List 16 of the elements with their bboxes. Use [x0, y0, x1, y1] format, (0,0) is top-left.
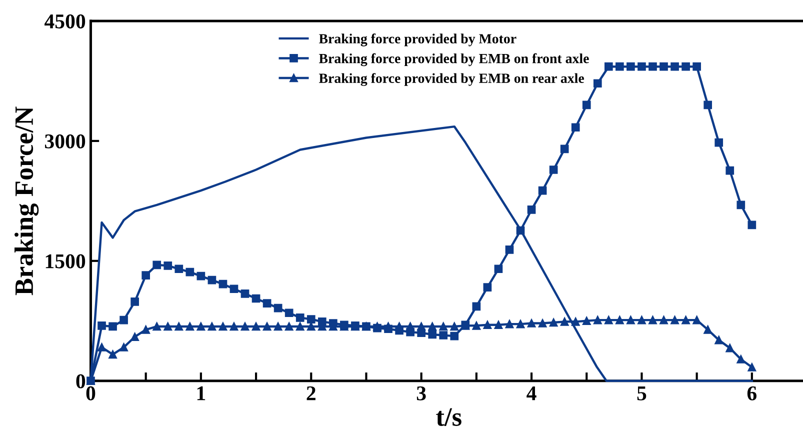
- legend-label: Braking force provided by Motor: [318, 34, 516, 46]
- x-tick-label: 0: [86, 386, 96, 400]
- x-tick-label: 1: [197, 386, 206, 400]
- y-tick-label: 3000: [44, 134, 86, 148]
- x-tick-label: 6: [747, 386, 757, 400]
- y-tick-label: 4500: [44, 14, 86, 28]
- x-tick-label: 4: [526, 386, 536, 400]
- y-tick-label: 1500: [46, 254, 86, 268]
- legend-label: Braking force provided by EMB on front axle: [318, 53, 589, 66]
- legend-label: Braking force provided by EMB on rear axle: [318, 73, 584, 86]
- x-tick-label: 5: [637, 386, 646, 400]
- x-tick-label: 2: [306, 386, 316, 400]
- y-tick-label: 0: [76, 374, 86, 388]
- y-axis-title: Braking Force/N: [14, 106, 39, 296]
- x-tick-label: 3: [416, 386, 426, 400]
- x-axis-title: t/s: [436, 408, 462, 426]
